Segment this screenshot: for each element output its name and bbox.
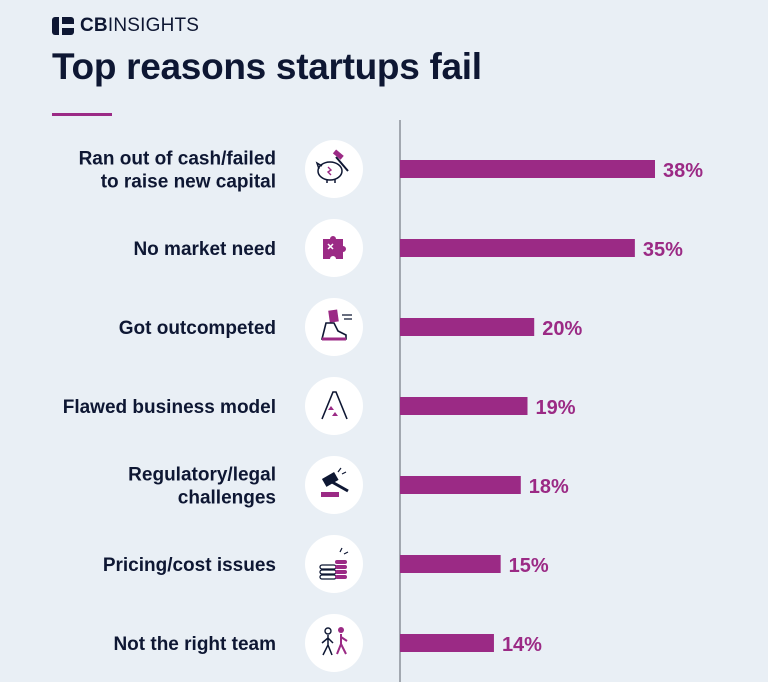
bar (400, 318, 535, 336)
brand-name: CBINSIGHTS (80, 15, 200, 36)
gavel-icon (305, 456, 363, 514)
category-label: Regulatory/legal challenges (128, 465, 276, 509)
bar (400, 160, 655, 178)
value-label: 15% (509, 555, 549, 577)
piggy-bank-hammer-icon (305, 140, 363, 198)
bar (400, 634, 494, 652)
value-label: 38% (663, 160, 703, 182)
cb-logo-icon (52, 17, 74, 35)
category-label: Ran out of cash/failed to raise new capit… (79, 149, 276, 193)
people-walking-icon (305, 614, 363, 672)
category-label: Flawed business model (63, 397, 276, 418)
page-title: Top reasons startups fail (52, 46, 482, 87)
category-label: Got outcompeted (119, 318, 276, 339)
value-label: 19% (536, 397, 576, 419)
puzzle-piece-icon (305, 219, 363, 277)
running-shoe-icon (305, 298, 363, 356)
title-underline (52, 113, 112, 116)
house-of-cards-icon (305, 377, 363, 435)
bar (400, 397, 528, 415)
category-label: No market need (133, 239, 276, 260)
value-label: 20% (542, 318, 582, 340)
bar (400, 555, 501, 573)
value-label: 18% (529, 476, 569, 498)
bar (400, 476, 521, 494)
value-label: 14% (502, 634, 542, 656)
category-label: Pricing/cost issues (103, 555, 276, 576)
bar (400, 239, 635, 257)
value-label: 35% (643, 239, 683, 261)
category-label: Not the right team (113, 634, 276, 655)
brand-logo: CBINSIGHTS (52, 15, 199, 37)
coin-stack-icon (305, 535, 363, 593)
